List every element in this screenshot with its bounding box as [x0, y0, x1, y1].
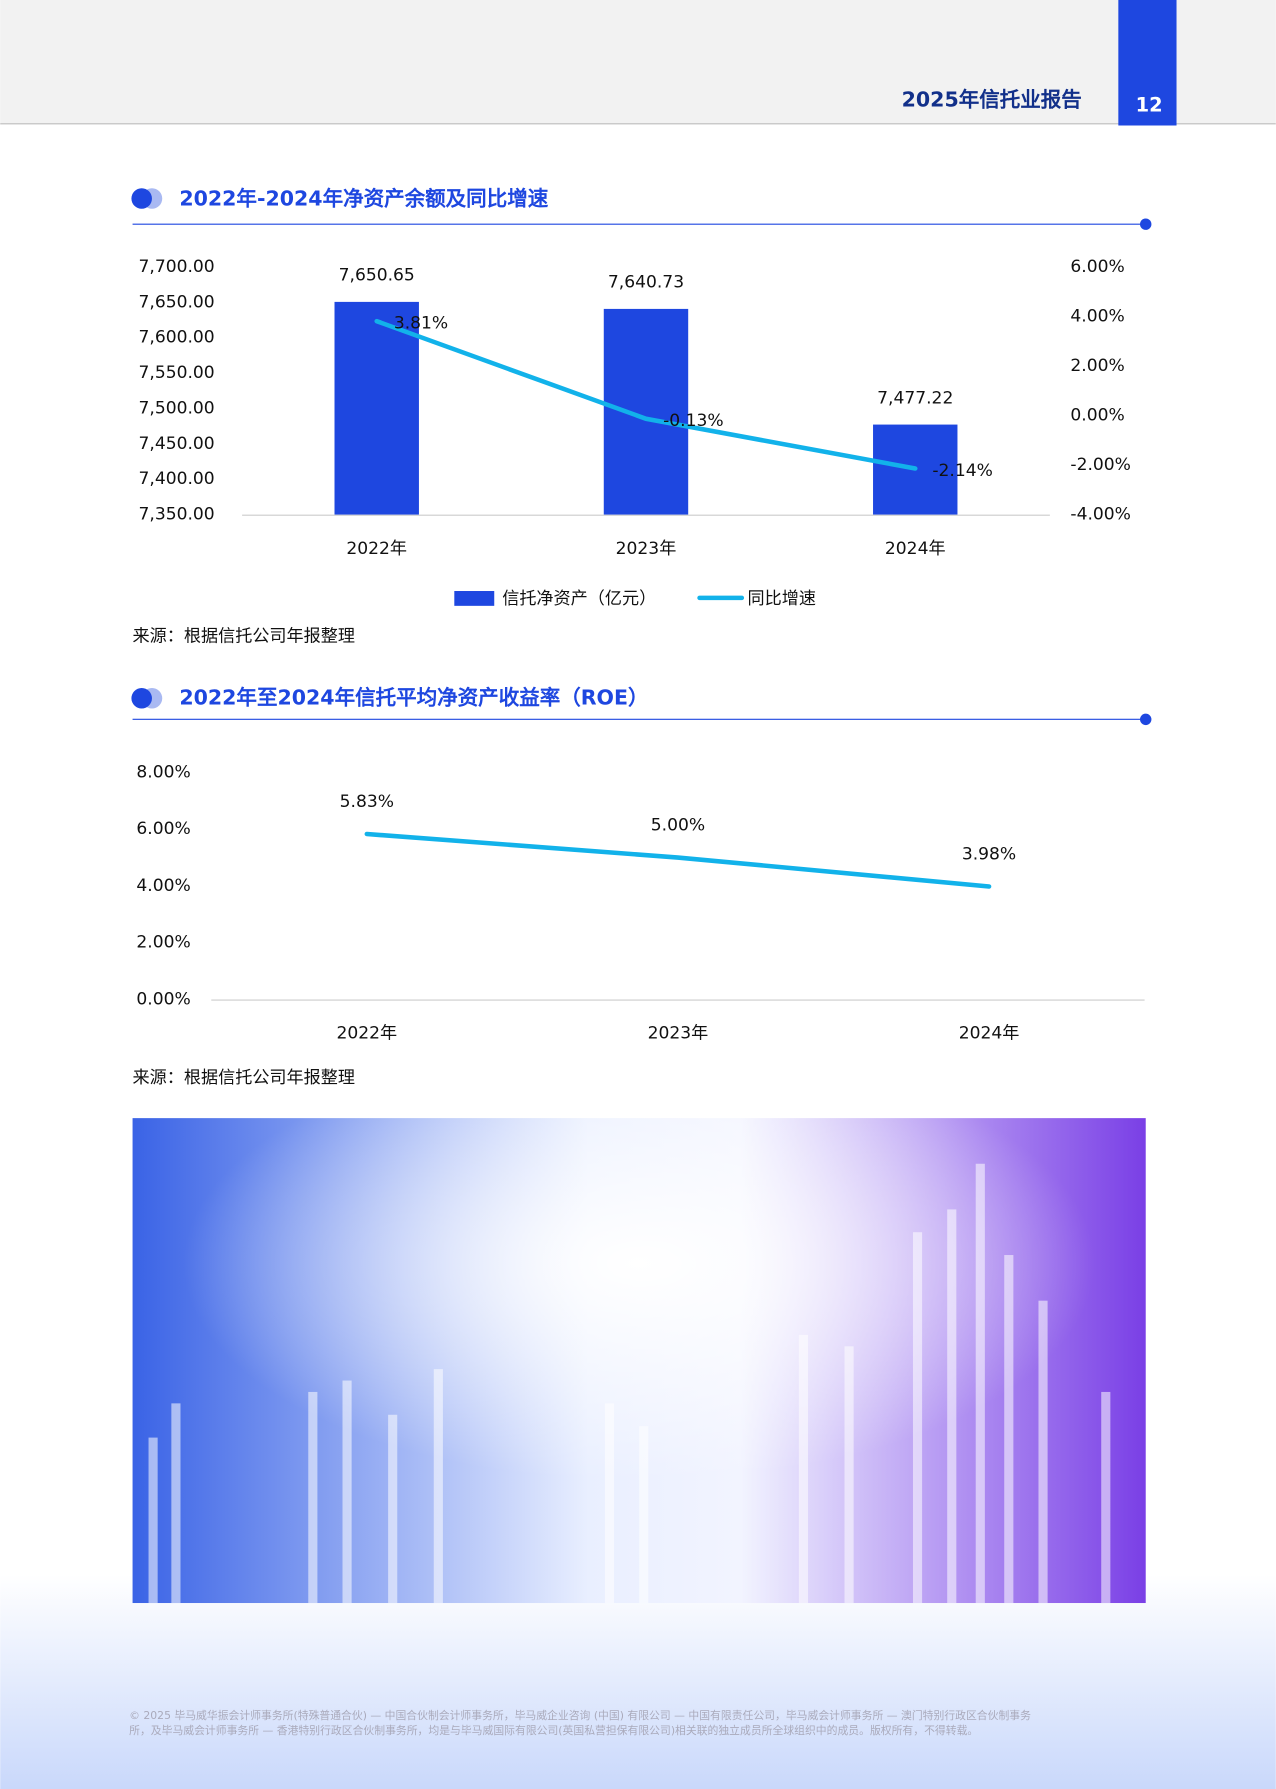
value-label: 7,640.73: [608, 273, 684, 293]
legend-label: 信托净资产（亿元）: [502, 589, 656, 609]
footer-text: © 2025 毕马威华振会计师事务所(特殊普通合伙) — 中国合伙制会计师事务所…: [129, 1708, 1031, 1722]
y-tick-label: 7,400.00: [139, 469, 215, 489]
y-tick-label: 7,650.00: [139, 292, 215, 312]
y-tick-label: 6.00%: [136, 819, 190, 839]
section-heading: 2022年-2024年净资产余额及同比增速: [131, 187, 1152, 230]
y2-tick-label: 2.00%: [1070, 356, 1124, 376]
section-heading: 2022年至2024年信托平均净资产收益率（ROE）: [131, 685, 1152, 726]
y-tick-label: 4.00%: [136, 876, 190, 896]
value-label: 3.98%: [962, 845, 1016, 865]
x-tick-label: 2022年: [346, 539, 407, 559]
y-tick-label: 7,450.00: [139, 434, 215, 454]
y-tick-label: 7,600.00: [139, 328, 215, 348]
footer-text: 所，及毕马威会计师事务所 — 香港特别行政区合伙制事务所，均是与毕马威国际有限公…: [129, 1723, 978, 1737]
y-tick-label: 2.00%: [136, 933, 190, 953]
line: [374, 318, 918, 471]
y2-tick-label: -2.00%: [1070, 455, 1131, 475]
value-label: 5.83%: [340, 792, 394, 812]
legend-label: 同比增速: [748, 589, 816, 609]
page-number: 12: [1136, 94, 1163, 117]
x-tick-label: 2024年: [885, 539, 946, 559]
y-tick-label: 7,550.00: [139, 363, 215, 383]
y2-tick-label: -4.00%: [1070, 505, 1131, 525]
chart-title: 2022年-2024年净资产余额及同比增速: [179, 187, 548, 211]
y-tick-label: 7,350.00: [139, 505, 215, 525]
source: 来源：根据信托公司年报整理: [133, 1068, 355, 1088]
y2-tick-label: 0.00%: [1070, 406, 1124, 426]
legend-swatch: [454, 591, 495, 606]
x-tick-label: 2024年: [959, 1024, 1020, 1044]
value-label: -0.13%: [663, 411, 724, 431]
value-label: 5.00%: [651, 816, 705, 836]
source: 来源：根据信托公司年报整理: [133, 627, 355, 647]
value-label: 7,477.22: [877, 388, 953, 408]
y2-tick-label: 4.00%: [1070, 306, 1124, 326]
bar: [334, 301, 419, 515]
report-title: 2025年信托业报告: [902, 87, 1082, 111]
value-label: 3.81%: [394, 313, 448, 333]
y-tick-label: 7,700.00: [139, 257, 215, 277]
bar: [603, 308, 689, 515]
y2-tick-label: 6.00%: [1070, 257, 1124, 277]
y-tick-label: 7,500.00: [139, 398, 215, 418]
x-tick-label: 2023年: [648, 1024, 709, 1044]
chart-title: 2022年至2024年信托平均净资产收益率（ROE）: [179, 685, 648, 709]
x-tick-label: 2023年: [616, 539, 677, 559]
value-label: -2.14%: [932, 461, 993, 481]
y-tick-label: 0.00%: [136, 989, 190, 1009]
y-tick-label: 8.00%: [136, 762, 190, 782]
line: [364, 831, 992, 889]
value-label: 7,650.65: [339, 266, 415, 286]
decorative-image: [132, 1118, 1146, 1604]
x-tick-label: 2022年: [337, 1024, 398, 1044]
header-bg: [0, 0, 1276, 124]
page-tab: [1118, 0, 1177, 126]
footer-bg: [0, 1574, 1276, 1789]
